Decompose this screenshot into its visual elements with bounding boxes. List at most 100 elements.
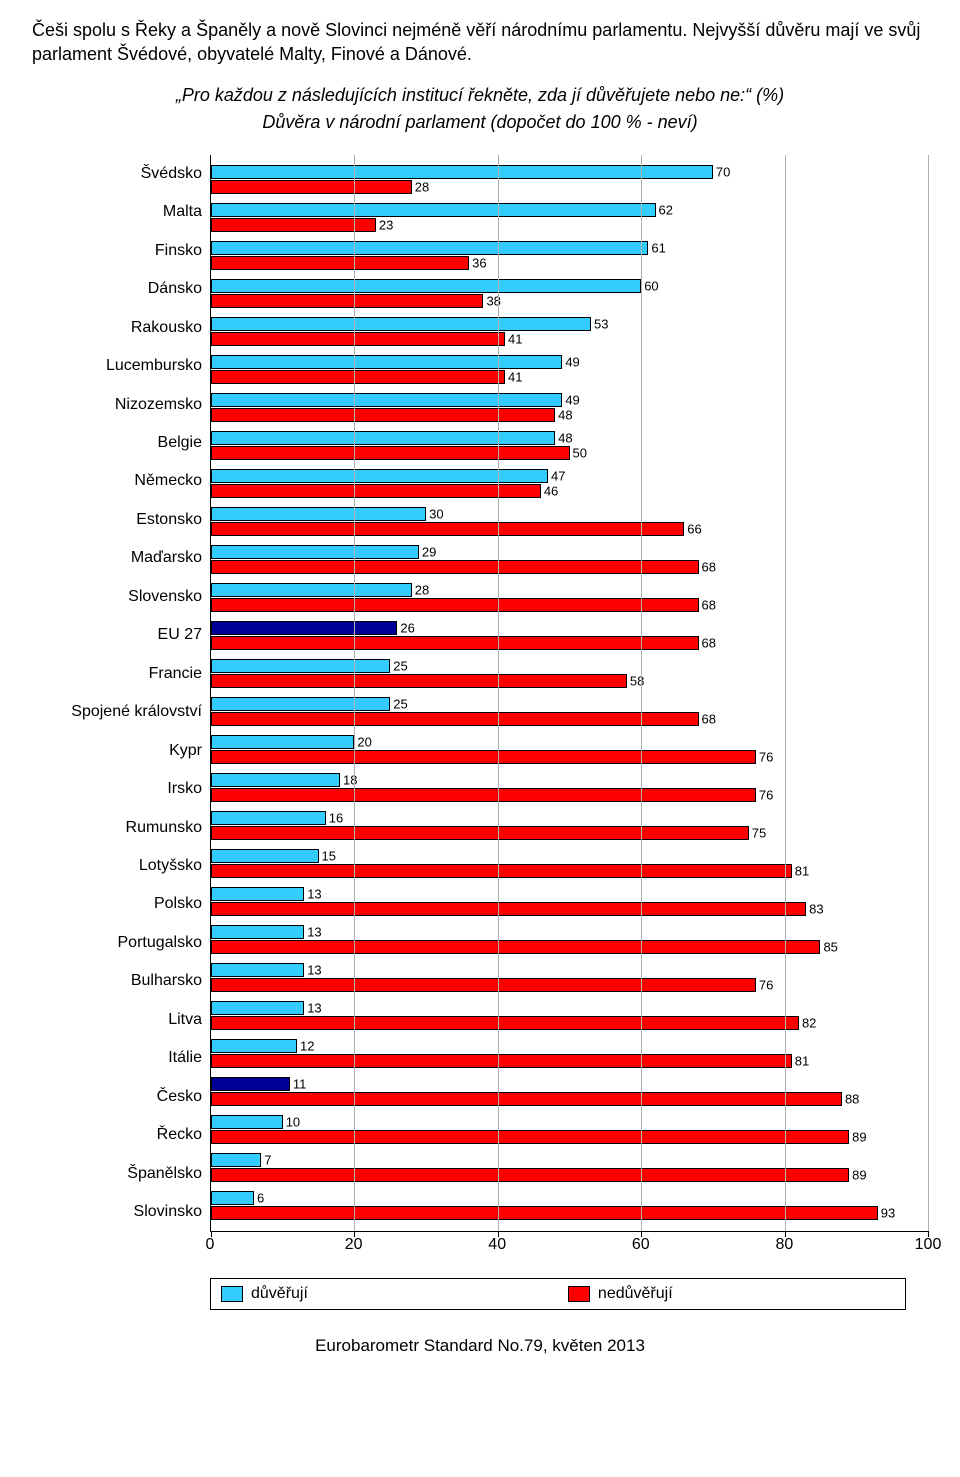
- country-row: 13 83: [211, 883, 928, 921]
- y-axis-label: Francie: [32, 655, 202, 693]
- bar-trust: 7: [211, 1153, 261, 1167]
- y-axis-label: Lotyšsko: [32, 847, 202, 885]
- bar-distrust: 75: [211, 826, 749, 840]
- country-row: 28 68: [211, 579, 928, 617]
- country-row: 1876: [211, 769, 928, 807]
- bar-value-label: 49: [565, 355, 579, 370]
- country-row: 6223: [211, 199, 928, 237]
- y-axis-label: Slovensko: [32, 578, 202, 616]
- bar-value-label: 89: [852, 1168, 866, 1183]
- bar-value-label: 50: [573, 446, 587, 461]
- bar-value-label: 68: [702, 598, 716, 613]
- x-tick-label: 100: [915, 1236, 942, 1254]
- bar-trust: 70: [211, 165, 713, 179]
- country-row: 4850: [211, 427, 928, 465]
- plot-area: 7028622361366038534149414948485047463066…: [210, 155, 928, 1232]
- y-axis-label: EU 27: [32, 616, 202, 654]
- country-row: 693: [211, 1187, 928, 1225]
- legend-label-distrust: nedůvěřují: [598, 1285, 673, 1303]
- bar-value-label: 23: [379, 218, 393, 233]
- bar-value-label: 76: [759, 978, 773, 993]
- legend-label-trust: důvěřují: [251, 1285, 308, 1303]
- bar-value-label: 68: [702, 636, 716, 651]
- legend-item-distrust: nedůvěřují: [568, 1285, 673, 1303]
- legend: důvěřují nedůvěřují: [210, 1278, 906, 1310]
- bar-value-label: 89: [852, 1130, 866, 1145]
- y-axis-label: Maďarsko: [32, 539, 202, 577]
- bar-distrust: 89: [211, 1130, 849, 1144]
- bar-trust: 13: [211, 887, 304, 901]
- y-axis-label: Litva: [32, 1001, 202, 1039]
- country-row: 1281: [211, 1035, 928, 1073]
- bar-distrust: 58: [211, 674, 627, 688]
- country-row: 1675: [211, 807, 928, 845]
- bar-value-label: 28: [415, 180, 429, 195]
- country-row: 7028: [211, 161, 928, 199]
- country-row: 2968: [211, 541, 928, 579]
- bar-value-label: 76: [759, 788, 773, 803]
- bar-value-label: 76: [759, 750, 773, 765]
- bar-distrust: 66: [211, 522, 684, 536]
- bar-trust: 12: [211, 1039, 297, 1053]
- bar-distrust: 38: [211, 294, 483, 308]
- y-axis-label: Estonsko: [32, 501, 202, 539]
- country-row: 789: [211, 1149, 928, 1187]
- bar-value-label: 6: [257, 1191, 264, 1206]
- country-row: 1089: [211, 1111, 928, 1149]
- country-row: 2558: [211, 655, 928, 693]
- bar-trust: 53: [211, 317, 591, 331]
- y-axis-label: Belgie: [32, 424, 202, 462]
- bar-value-label: 46: [544, 484, 558, 499]
- bar-distrust: 41: [211, 370, 505, 384]
- country-row: 4948: [211, 389, 928, 427]
- y-axis-label: Lucembursko: [32, 347, 202, 385]
- bar-distrust: 41: [211, 332, 505, 346]
- bar-value-label: 13: [307, 1001, 321, 1016]
- bar-value-label: 75: [752, 826, 766, 841]
- bar-value-label: 20: [357, 735, 371, 750]
- bar-value-label: 16: [329, 811, 343, 826]
- y-axis-label: Řecko: [32, 1116, 202, 1154]
- bar-trust: 61: [211, 241, 648, 255]
- bar-value-label: 49: [565, 393, 579, 408]
- bar-trust: 16: [211, 811, 326, 825]
- chart: ŠvédskoMaltaFinskoDánskoRakouskoLucembur…: [32, 155, 928, 1310]
- legend-swatch-trust: [221, 1286, 243, 1302]
- bar-trust: 49: [211, 393, 562, 407]
- y-axis-label: Rakousko: [32, 309, 202, 347]
- bar-trust: 20: [211, 735, 354, 749]
- bar-value-label: 28: [415, 583, 429, 598]
- bar-trust: 13: [211, 963, 304, 977]
- x-tick-label: 0: [206, 1236, 215, 1254]
- bar-distrust: 28: [211, 180, 412, 194]
- bar-value-label: 48: [558, 408, 572, 423]
- bar-distrust: 36: [211, 256, 469, 270]
- bar-value-label: 26: [400, 621, 414, 636]
- country-row: 2076: [211, 731, 928, 769]
- bar-trust: 30: [211, 507, 426, 521]
- chart-title: „Pro každou z následujících institucí ře…: [38, 85, 922, 106]
- y-axis-label: Itálie: [32, 1039, 202, 1077]
- country-row: 49 41: [211, 351, 928, 389]
- y-axis-label: Slovinsko: [32, 1193, 202, 1231]
- bar-value-label: 29: [422, 545, 436, 560]
- bar-value-label: 70: [716, 165, 730, 180]
- x-tick-label: 80: [775, 1236, 793, 1254]
- bar-value-label: 11: [293, 1077, 307, 1092]
- y-axis-label: Česko: [32, 1078, 202, 1116]
- country-row: 2568: [211, 693, 928, 731]
- footer-source: Eurobarometr Standard No.79, květen 2013: [32, 1336, 928, 1356]
- bar-distrust: 50: [211, 446, 570, 460]
- bar-value-label: 15: [322, 849, 336, 864]
- bar-trust: 48: [211, 431, 555, 445]
- bar-distrust: 89: [211, 1168, 849, 1182]
- bar-value-label: 13: [307, 963, 321, 978]
- bar-distrust: 81: [211, 1054, 792, 1068]
- bar-value-label: 13: [307, 925, 321, 940]
- bar-trust: 18: [211, 773, 340, 787]
- bar-trust: 11: [211, 1077, 290, 1091]
- bar-trust: 29: [211, 545, 419, 559]
- bar-value-label: 83: [809, 902, 823, 917]
- bar-value-label: 88: [845, 1092, 859, 1107]
- bar-value-label: 81: [795, 1054, 809, 1069]
